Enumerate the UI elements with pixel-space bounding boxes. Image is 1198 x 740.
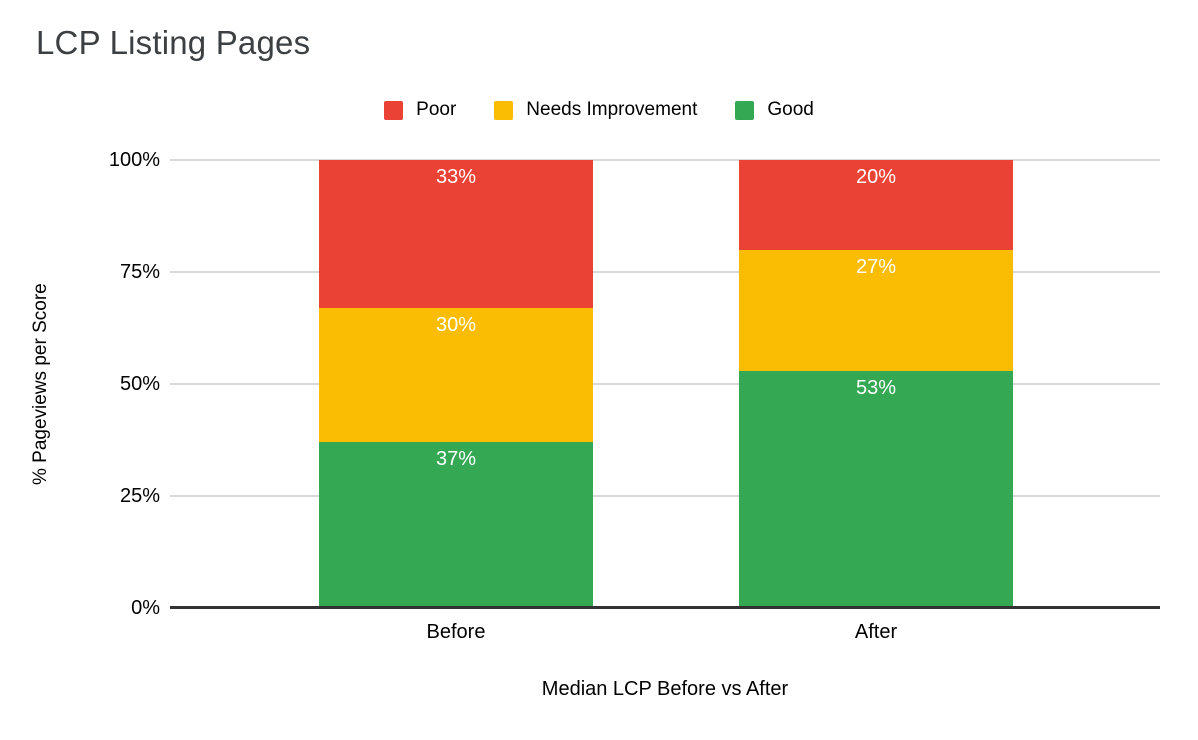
legend-item-label: Good (767, 99, 814, 120)
legend-item-poor: Poor (384, 99, 456, 121)
bar-value-label: 27% (855, 255, 897, 278)
y-tick-label: 100% (108, 149, 160, 171)
plot-area: 0% 25% 50% 75% 100% 37% 30% 33% Before 53% 27% 20% A… (109, 150, 1160, 643)
bar-segment-poor-after: 20% (739, 160, 1013, 250)
y-tick-label: 25% (119, 485, 160, 507)
gridline (170, 495, 1160, 497)
legend-item-needs-improvement: Needs Improvement (494, 99, 697, 121)
y-axis-title: % Pageviews per Score (30, 283, 51, 485)
needs-improvement-swatch-icon (494, 100, 514, 120)
legend-item-good: Good (735, 99, 814, 121)
gridline (170, 383, 1160, 385)
bar-value-label: 20% (855, 166, 897, 189)
gridline (170, 271, 1160, 273)
x-axis-line (170, 606, 1160, 609)
bar-segment-needs-improvement-before: 30% (319, 307, 593, 443)
bar-value-label: 33% (435, 166, 477, 189)
legend-item-label: Poor (416, 99, 457, 120)
x-axis-title: Median LCP Before vs After (541, 678, 789, 700)
legend-item-label: Needs Improvement (526, 99, 698, 120)
poor-swatch-icon (384, 100, 404, 120)
bar-column-after: 53% 27% 20% After (739, 160, 1013, 643)
bar-segment-good-after: 53% (739, 370, 1013, 608)
bar-segment-needs-improvement-after: 27% (739, 249, 1013, 371)
bar-value-label: 53% (855, 376, 897, 399)
x-category-label: Before (426, 621, 486, 643)
legend: Poor Needs Improvement Good (0, 99, 1198, 121)
chart-title: LCP Listing Pages (36, 24, 311, 61)
gridline (170, 159, 1160, 161)
bar-value-label: 37% (435, 448, 477, 471)
good-swatch-icon (735, 100, 755, 120)
y-tick-label: 0% (131, 597, 160, 619)
bar-column-before: 37% 30% 33% Before (319, 160, 593, 643)
x-category-label: After (854, 621, 898, 643)
y-tick-label: 50% (119, 373, 160, 395)
bar-segment-good-before: 37% (319, 442, 593, 608)
bar-value-label: 30% (435, 313, 477, 336)
bar-segment-poor-before: 33% (319, 160, 593, 308)
y-tick-label: 75% (119, 261, 160, 283)
